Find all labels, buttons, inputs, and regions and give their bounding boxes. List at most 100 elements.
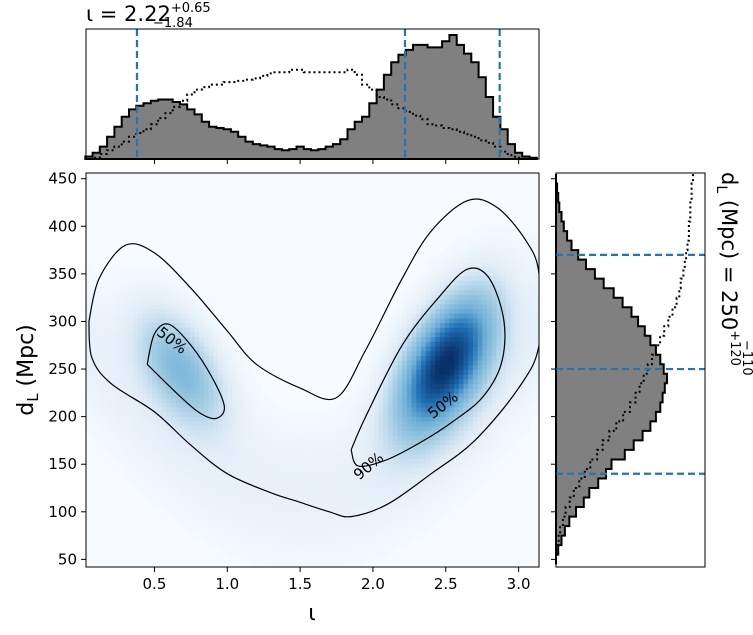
density-cell [388,374,394,380]
density-cell [284,468,290,474]
density-cell [104,346,111,352]
density-cell [477,379,483,385]
density-cell [180,327,186,334]
density-cell [454,337,460,343]
density-cell [406,491,413,498]
density-cell [170,299,177,305]
density-cell [232,379,238,385]
density-cell [194,515,200,521]
density-cell [208,346,215,352]
density-cell [491,341,498,348]
density-cell [213,346,219,352]
density-cell [251,473,257,479]
density-cell [458,271,465,277]
density-cell [279,426,285,432]
density-cell [100,294,106,301]
density-cell [185,384,191,390]
density-cell [421,290,427,296]
density-cell [104,360,111,366]
density-cell [317,482,323,488]
density-cell [147,299,153,305]
density-cell [340,468,347,474]
density-cell [298,538,304,545]
density-cell [147,266,153,273]
density-cell [468,271,474,277]
density-cell [430,290,436,296]
density-cell [312,412,318,418]
density-cell [477,445,483,451]
density-cell [449,482,455,488]
density-cell [378,327,384,334]
density-cell [185,454,191,460]
density-cell [142,407,148,413]
density-cell [524,327,531,334]
density-cell [345,487,351,493]
density-cell [520,430,526,437]
density-cell [487,294,493,301]
density-cell [303,468,309,474]
density-cell [378,482,384,488]
density-cell [142,388,148,395]
density-cell [128,463,134,470]
density-cell [199,416,205,423]
density-cell [416,285,422,291]
density-cell [213,440,219,446]
density-cell [293,454,299,460]
density-cell [180,426,186,432]
density-cell [364,407,370,413]
density-cell [463,421,469,427]
density-cell [340,515,347,521]
density-cell [487,402,493,409]
density-cell [354,543,361,549]
density-cell [194,430,200,437]
density-cell [246,398,252,404]
density-cell [194,468,200,474]
density-cell [421,515,427,521]
density-cell [288,445,295,451]
density-cell [354,491,361,498]
density-cell [317,468,323,474]
density-cell [114,440,120,446]
density-cell [270,449,276,456]
density-cell [416,294,422,301]
density-cell [326,482,332,488]
density-cell [123,402,130,409]
density-cell [491,360,498,366]
density-cell [255,454,262,460]
density-cell [218,416,224,423]
density-cell [185,294,191,301]
density-cell [180,407,186,413]
density-cell [482,266,488,273]
density-cell [373,515,380,521]
density-cell [170,477,177,484]
density-cell [199,491,205,498]
density-cell [284,473,290,479]
density-cell [402,468,408,474]
density-cell [435,266,441,273]
density-cell [392,323,399,329]
density-cell [510,243,517,249]
density-cell [137,412,144,418]
density-cell [397,323,403,329]
density-cell [170,355,177,362]
density-cell [279,538,285,545]
density-cell [218,426,224,432]
density-cell [265,491,271,498]
density-cell [185,430,191,437]
density-cell [477,285,483,291]
density-cell [378,407,384,413]
density-cell [246,477,252,484]
density-cell [425,370,432,376]
density-cell [317,552,323,559]
density-cell [199,440,205,446]
density-cell [147,449,153,456]
density-cell [534,238,539,244]
y-tick-label: 200 [48,408,77,426]
density-cell [388,534,394,540]
density-cell [402,421,408,427]
density-cell [520,416,526,423]
density-cell [265,496,271,502]
density-cell [354,416,361,423]
density-cell [411,463,417,470]
density-cell [142,351,148,357]
